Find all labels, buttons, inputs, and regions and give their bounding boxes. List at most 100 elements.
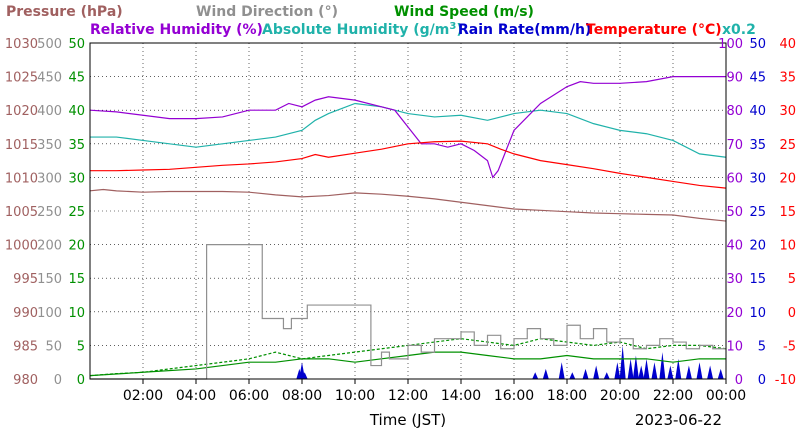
y-tick-label-rain: 0 (758, 373, 766, 388)
rain-mark (569, 372, 576, 379)
rain-mark (707, 365, 714, 379)
legend-temp: Temperature (°C) (586, 22, 722, 38)
legend-wind_dir: Wind Direction (°) (196, 4, 338, 20)
series-layer (89, 76, 727, 380)
grid (90, 43, 726, 379)
y-tick-label-pressure: 980 (13, 373, 38, 388)
series-line-pressure (89, 188, 727, 222)
legend-wind_speed: Wind Speed (m/s) (394, 4, 534, 20)
y-tick-label-temp: 5 (788, 272, 796, 287)
rain-mark (667, 365, 674, 379)
rain-mark (659, 352, 666, 379)
legend-rh: Relative Humidity (%) (90, 22, 263, 38)
legend-scale_note: x0.2 (722, 22, 756, 38)
y-tick-label-pressure: 1005 (5, 205, 38, 220)
y-tick-label-pressure: 985 (13, 339, 38, 354)
x-tick-label: 18:00 (547, 388, 587, 404)
rain-mark (558, 362, 565, 379)
legend-rain: Rain Rate(mm/h) (458, 22, 591, 38)
y-tick-label-wind_dir: 300 (37, 171, 62, 186)
y-tick-label-temp: 25 (779, 138, 796, 153)
y-tick-label-pressure: 1030 (5, 37, 38, 52)
rain-mark (675, 358, 682, 379)
y-tick-label-wind_speed: 35 (68, 138, 85, 153)
rain-mark (717, 368, 724, 379)
rain-mark (603, 372, 610, 379)
y-tick-label-temp: 20 (779, 171, 796, 186)
y-tick-label-rh: 10 (726, 339, 743, 354)
y-tick-label-pressure: 1000 (5, 239, 38, 254)
left-axes: 1030102510201015101010051000995990985980… (5, 37, 85, 388)
y-tick-label-temp: 40 (779, 37, 796, 52)
chart-date: 2023-06-22 (635, 411, 722, 429)
series-line-temp (90, 140, 727, 189)
x-tick-label: 14:00 (441, 388, 481, 404)
y-tick-label-temp: 30 (779, 104, 796, 119)
y-tick-label-wind_dir: 100 (37, 306, 62, 321)
y-tick-label-rain: 25 (749, 205, 766, 220)
rain-mark (685, 365, 692, 379)
x-tick-label: 08:00 (282, 388, 322, 404)
y-tick-label-wind_speed: 50 (68, 37, 85, 52)
y-tick-label-wind_speed: 15 (68, 272, 85, 287)
rain-mark (643, 358, 650, 379)
y-tick-label-temp: 35 (779, 71, 796, 86)
y-tick-label-wind_dir: 50 (45, 339, 62, 354)
y-tick-label-pressure: 1015 (5, 138, 38, 153)
y-tick-label-rain: 10 (749, 306, 766, 321)
rain-mark (532, 372, 539, 379)
x-tick-label: 10:00 (335, 388, 375, 404)
y-tick-label-rh: 80 (726, 104, 743, 119)
y-tick-label-temp: 15 (779, 205, 796, 220)
y-tick-label-wind_dir: 150 (37, 272, 62, 287)
y-tick-label-wind_dir: 500 (37, 37, 62, 52)
y-tick-label-rh: 20 (726, 306, 743, 321)
series-line-wind_dir (90, 244, 726, 380)
header-line-2: Relative Humidity (%) Absolute Humidity (… (90, 21, 756, 38)
legend-ah: Absolute Humidity (g/m3) (262, 21, 463, 38)
series-line-rh (89, 76, 726, 179)
rain-mark (614, 362, 621, 379)
legend-pressure: Pressure (hPa) (6, 4, 123, 20)
y-tick-label-rain: 20 (749, 239, 766, 254)
rain-mark (619, 345, 626, 379)
rain-mark (627, 358, 634, 379)
y-tick-label-rh: 70 (726, 138, 743, 153)
y-tick-label-wind_dir: 350 (37, 138, 62, 153)
y-tick-label-rh: 60 (726, 171, 743, 186)
x-tick-label: 04:00 (176, 388, 216, 404)
y-tick-label-rh: 0 (735, 373, 743, 388)
x-tick-label: 00:00 (706, 388, 746, 404)
y-tick-label-rain: 15 (749, 272, 766, 287)
x-tick-label: 12:00 (388, 388, 428, 404)
rain-mark (696, 362, 703, 379)
rain-mark (632, 355, 639, 379)
x-axis-label: Time (JST) (369, 411, 446, 429)
y-tick-label-rh: 100 (718, 37, 743, 52)
y-tick-label-wind_dir: 400 (37, 104, 62, 119)
x-tick-label: 20:00 (600, 388, 640, 404)
y-tick-label-temp: 0 (788, 306, 796, 321)
rain-mark (638, 365, 645, 379)
x-tick-label: 06:00 (229, 388, 269, 404)
y-tick-label-pressure: 1020 (5, 104, 38, 119)
y-tick-label-rain: 45 (749, 71, 766, 86)
rain-mark (582, 368, 589, 379)
y-tick-label-pressure: 995 (13, 272, 38, 287)
y-tick-label-rh: 90 (726, 71, 743, 86)
y-tick-label-wind_speed: 20 (68, 239, 85, 254)
y-tick-label-rain: 30 (749, 171, 766, 186)
y-tick-label-wind_dir: 0 (54, 373, 62, 388)
rain-mark (299, 362, 305, 379)
rain-mark (593, 365, 600, 379)
y-tick-label-wind_speed: 40 (68, 104, 85, 119)
y-tick-label-pressure: 990 (13, 306, 38, 321)
y-tick-label-temp: 10 (779, 239, 796, 254)
rain-mark (651, 362, 658, 379)
y-tick-label-rh: 40 (726, 239, 743, 254)
x-tick-label: 22:00 (653, 388, 693, 404)
right-axes: 1009080706050403020100504540353025201510… (718, 37, 796, 388)
y-tick-label-rain: 40 (749, 104, 766, 119)
x-axis: 02:00 04:00 06:00 08:00 10:00 12:00 14:00 16:00… (123, 379, 746, 404)
